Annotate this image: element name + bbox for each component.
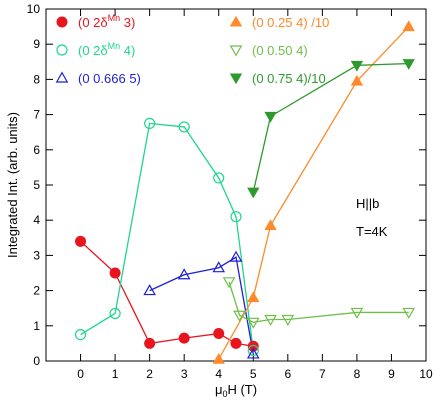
x-tick-label: 8 bbox=[354, 367, 361, 381]
legend-label-main: (0 2δ bbox=[78, 43, 108, 58]
legend-marker-4 bbox=[229, 15, 243, 27]
legend-marker-1 bbox=[56, 16, 68, 28]
series-5-point bbox=[350, 307, 364, 319]
legend-marker-3 bbox=[55, 71, 69, 83]
y-tick-label: 3 bbox=[33, 248, 40, 262]
y-tick-label: 6 bbox=[33, 143, 40, 157]
series-2-point bbox=[74, 329, 87, 341]
x-tick-label: 5 bbox=[250, 367, 257, 381]
series-4-point bbox=[350, 74, 364, 86]
legend-marker-2 bbox=[56, 44, 68, 56]
annotation-temp: T=4K bbox=[356, 224, 388, 239]
x-tick-label: 10 bbox=[419, 367, 433, 381]
x-tick-label: 3 bbox=[181, 367, 188, 381]
legend-label-6: (0 0.75 4)/10 bbox=[252, 71, 326, 86]
legend-marker-5 bbox=[229, 45, 243, 57]
series-line-3 bbox=[149, 256, 254, 355]
series-1-point bbox=[230, 337, 242, 349]
series-4-point bbox=[264, 219, 277, 230]
x-tick-label: 1 bbox=[112, 367, 119, 381]
legend-label-2: (0 2δMn 4) bbox=[78, 41, 135, 58]
series-6-point bbox=[247, 187, 260, 199]
x-axis-label: μ0H (T) bbox=[215, 382, 257, 399]
x-tick-label: 9 bbox=[388, 367, 395, 381]
legend-marker-6 bbox=[229, 73, 243, 85]
series-1-point bbox=[75, 235, 87, 247]
legend-label-main: (0 0.75 4)/10 bbox=[252, 71, 326, 86]
axis-ticks: 0 1 2 3 4 5 6 7 8 9 10 0 1 2 3 4 5 6 7 8 9 10 bbox=[27, 2, 433, 381]
series-1-point bbox=[178, 332, 190, 344]
legend-label-3: (0 0.666 5) bbox=[78, 71, 141, 86]
series-1-point bbox=[213, 328, 225, 340]
series-5-point bbox=[246, 317, 260, 329]
y-tick-label: 5 bbox=[33, 178, 40, 192]
legend-label-main: (0 0.50 4) bbox=[252, 43, 308, 58]
x-tick-label: 6 bbox=[284, 367, 291, 381]
legend-label-main: (0 0.666 5) bbox=[78, 71, 141, 86]
legend-label-main: (0 0.25 4) /10 bbox=[252, 15, 329, 30]
legend-label-1: (0 2δMn 3) bbox=[78, 13, 135, 30]
x-tick-label: 7 bbox=[319, 367, 326, 381]
legend-label-main: (0 2δ bbox=[78, 15, 108, 30]
series-5-point bbox=[233, 310, 246, 322]
series-6-point bbox=[402, 59, 415, 70]
series-3-point bbox=[246, 347, 260, 359]
x-tick-label: 2 bbox=[146, 367, 153, 381]
legend: (0 2δMn 3)(0 2δMn 4)(0 0.666 5)(0 0.25 4… bbox=[55, 13, 329, 86]
series-2-point bbox=[247, 344, 259, 357]
legend-label-tail: 3) bbox=[120, 15, 135, 30]
series-line-1 bbox=[80, 240, 254, 347]
y-tick-label: 4 bbox=[33, 213, 40, 227]
series-2-point bbox=[178, 121, 190, 133]
series-line-5 bbox=[228, 281, 409, 323]
y-tick-label: 7 bbox=[33, 108, 40, 122]
series-3-point bbox=[143, 284, 156, 296]
series-5-point bbox=[222, 277, 236, 289]
series-1-point bbox=[109, 267, 121, 279]
series-2-point bbox=[144, 117, 156, 130]
series-2-point bbox=[213, 172, 225, 184]
y-tick-label: 1 bbox=[33, 319, 40, 333]
x-tick-label: 4 bbox=[215, 367, 222, 381]
plot-frame bbox=[45, 8, 427, 362]
series-2-point bbox=[109, 307, 121, 320]
series-line-6 bbox=[252, 62, 409, 193]
series-3-point bbox=[177, 268, 191, 280]
series-line-2 bbox=[80, 122, 254, 351]
series-1-point bbox=[144, 337, 156, 349]
legend-label-superscript: Mn bbox=[108, 13, 121, 23]
y-axis-label: Integrated Int. (arb. units) bbox=[5, 112, 20, 258]
series-2-point bbox=[230, 211, 242, 223]
series-3-point bbox=[229, 250, 243, 262]
y-tick-label: 0 bbox=[33, 354, 40, 368]
x-axis-label-rest: H (T) bbox=[227, 382, 257, 397]
legend-label-tail: 4) bbox=[120, 43, 135, 58]
legend-label-4: (0 0.25 4) /10 bbox=[252, 15, 329, 30]
series-markers bbox=[74, 20, 416, 364]
series-4-point bbox=[247, 291, 260, 303]
x-axis-label-mu: μ bbox=[215, 382, 223, 397]
series-3-point bbox=[212, 261, 226, 273]
y-tick-label: 2 bbox=[33, 284, 40, 298]
legend-label-5: (0 0.50 4) bbox=[252, 43, 308, 58]
y-tick-label: 8 bbox=[33, 72, 40, 86]
series-6-point bbox=[350, 60, 364, 72]
series-1-point bbox=[247, 340, 259, 352]
series-4-point bbox=[402, 20, 415, 32]
y-tick-label: 9 bbox=[33, 37, 40, 51]
x-tick-label: 0 bbox=[77, 367, 84, 381]
series-5-point bbox=[264, 314, 277, 326]
legend-label-superscript: Mn bbox=[108, 41, 121, 51]
series-5-point bbox=[281, 314, 295, 326]
x-axis-label-sub: 0 bbox=[222, 389, 227, 399]
series-6-point bbox=[264, 111, 277, 123]
y-tick-label: 10 bbox=[27, 2, 41, 16]
annotation-field: H||b bbox=[356, 196, 379, 211]
series-5-point bbox=[402, 307, 416, 319]
series-4-point bbox=[212, 352, 225, 364]
